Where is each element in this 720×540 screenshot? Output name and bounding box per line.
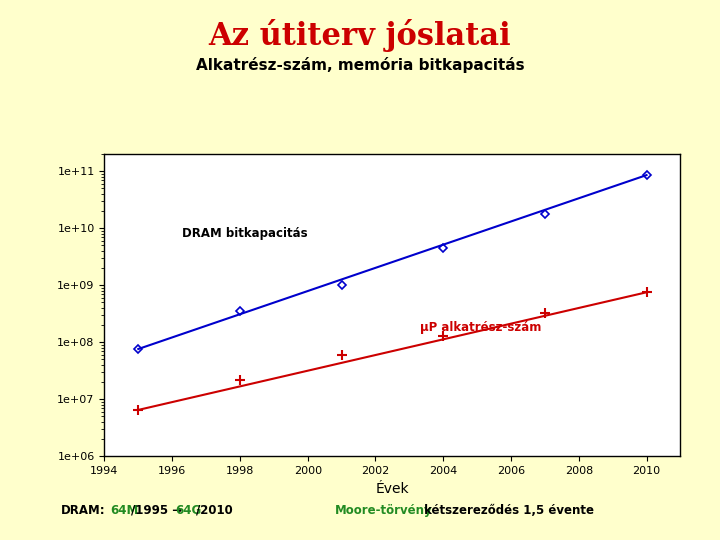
- Text: Az útiterv jóslatai: Az útiterv jóslatai: [209, 19, 511, 52]
- Text: Moore-törvény: Moore-törvény: [335, 504, 433, 517]
- Text: Alkatrész-szám, memória bitkapacitás: Alkatrész-szám, memória bitkapacitás: [196, 57, 524, 73]
- Text: /2010: /2010: [196, 504, 233, 517]
- Text: DRAM:: DRAM:: [61, 504, 106, 517]
- X-axis label: Évek: Évek: [376, 482, 409, 496]
- Text: kétszereződés 1,5 évente: kétszereződés 1,5 évente: [420, 504, 594, 517]
- Text: DRAM bitkapacitás: DRAM bitkapacitás: [182, 227, 308, 240]
- Text: /1995 →: /1995 →: [131, 504, 182, 517]
- Text: μP alkatrész-szám: μP alkatrész-szám: [420, 321, 541, 334]
- Text: 64M: 64M: [110, 504, 138, 517]
- Text: 64G: 64G: [175, 504, 201, 517]
